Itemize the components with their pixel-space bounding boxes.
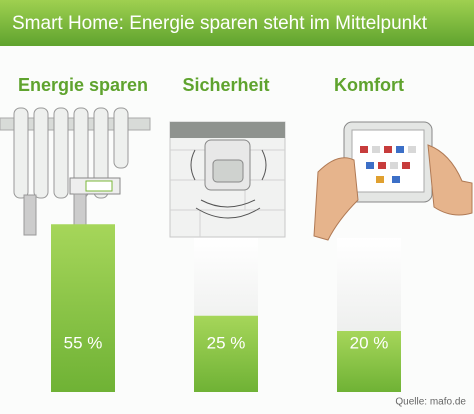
radiator-icon <box>0 107 151 236</box>
category-label: Komfort <box>334 75 404 95</box>
category-label: Sicherheit <box>182 75 269 95</box>
value-label: 55 % <box>64 333 103 352</box>
value-label: 25 % <box>207 333 246 352</box>
bar <box>194 315 258 392</box>
value-label: 20 % <box>350 333 389 352</box>
sensor-icon <box>169 121 286 238</box>
chart-title: Smart Home: Energie sparen steht im Mitt… <box>12 13 428 34</box>
source-note: Quelle: mafo.de <box>395 397 466 408</box>
bar <box>51 224 115 392</box>
tablet-icon <box>313 121 473 241</box>
title-bar <box>0 0 474 46</box>
category-label: Energie sparen <box>18 75 148 95</box>
bar <box>337 331 401 392</box>
